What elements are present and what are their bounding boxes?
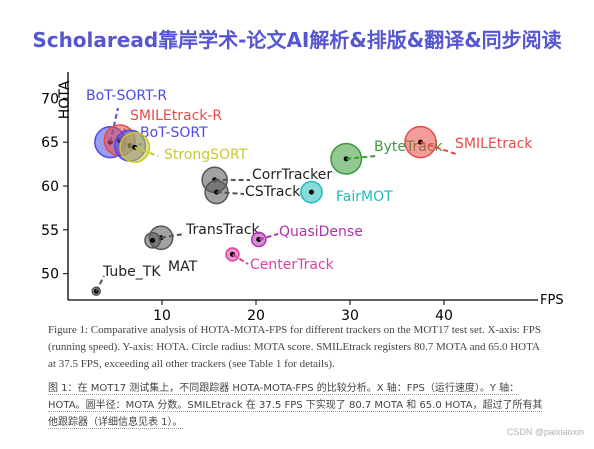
- x-tick-label: 40: [435, 308, 453, 324]
- hota-mota-fps-chart: 10 20 30 40 50 55 60 65 70 FPS HOTA BoT-SORT-R SMIL…: [41, 72, 564, 324]
- caption-english: Figure 1: Comparative analysis of HOTA-M…: [48, 324, 541, 370]
- leader-quasidense: [258, 233, 279, 241]
- y-axis-label: HOTA: [57, 80, 73, 119]
- x-axis-label: FPS: [540, 293, 564, 308]
- leader-smiletrack: [420, 141, 457, 155]
- label-corrtracker: CorrTracker: [252, 167, 332, 183]
- leader-cstrack: [216, 191, 245, 195]
- label-strongsort: StrongSORT: [164, 147, 248, 163]
- label-bot-sort: BoT-SORT: [140, 125, 208, 141]
- leader-strongsort: [134, 146, 159, 157]
- leader-tube-tk: [95, 275, 105, 292]
- y-tick-label: 65: [41, 135, 59, 151]
- header-title: Scholaread靠岸学术-论文AI解析&排版&翻译&同步阅读: [32, 28, 562, 52]
- x-tick-label: 30: [341, 308, 359, 324]
- x-tick-label: 20: [247, 308, 265, 324]
- watermark: CSDN @paixiaoxin: [506, 427, 584, 437]
- label-smiletrack: SMILEtrack: [455, 136, 533, 152]
- y-tick-label: 50: [41, 267, 59, 283]
- label-smiletrack-r: SMILEtrack-R: [130, 108, 222, 124]
- y-tick-label: 70: [41, 91, 59, 107]
- caption-chinese: 图 1：在 MOT17 测试集上，不同跟踪器 HOTA-MOTA-FPS 的比较…: [48, 380, 548, 431]
- y-tick-label: 55: [41, 223, 59, 239]
- chart-axes: 10 20 30 40 50 55 60 65 70 FPS HOTA: [41, 72, 564, 324]
- label-cstrack: CSTrack: [245, 184, 301, 200]
- label-bot-sort-r: BoT-SORT-R: [86, 88, 167, 104]
- app-header: Scholaread靠岸学术-论文AI解析&排版&翻译&同步阅读: [0, 0, 594, 64]
- leader-transtrack: [160, 233, 185, 239]
- caption-chinese-text: 图 1：在 MOT17 测试集上，不同跟踪器 HOTA-MOTA-FPS 的比较…: [48, 383, 543, 429]
- label-transtrack: TransTrack: [185, 222, 261, 238]
- label-quasidense: QuasiDense: [279, 224, 363, 240]
- label-tube-tk: Tube_TK: [102, 264, 161, 280]
- leader-bytetrack: [346, 155, 377, 160]
- label-mat: MAT: [168, 259, 198, 275]
- y-tick-label: 60: [41, 179, 59, 195]
- point-center-mat: [150, 237, 156, 243]
- leader-centertrack: [231, 253, 249, 265]
- label-centertrack: CenterTrack: [250, 257, 335, 273]
- label-fairmot: FairMOT: [336, 189, 393, 205]
- x-tick-label: 10: [153, 308, 171, 324]
- point-center-fairmot: [308, 189, 314, 195]
- leader-bot-sort-r: [109, 107, 119, 143]
